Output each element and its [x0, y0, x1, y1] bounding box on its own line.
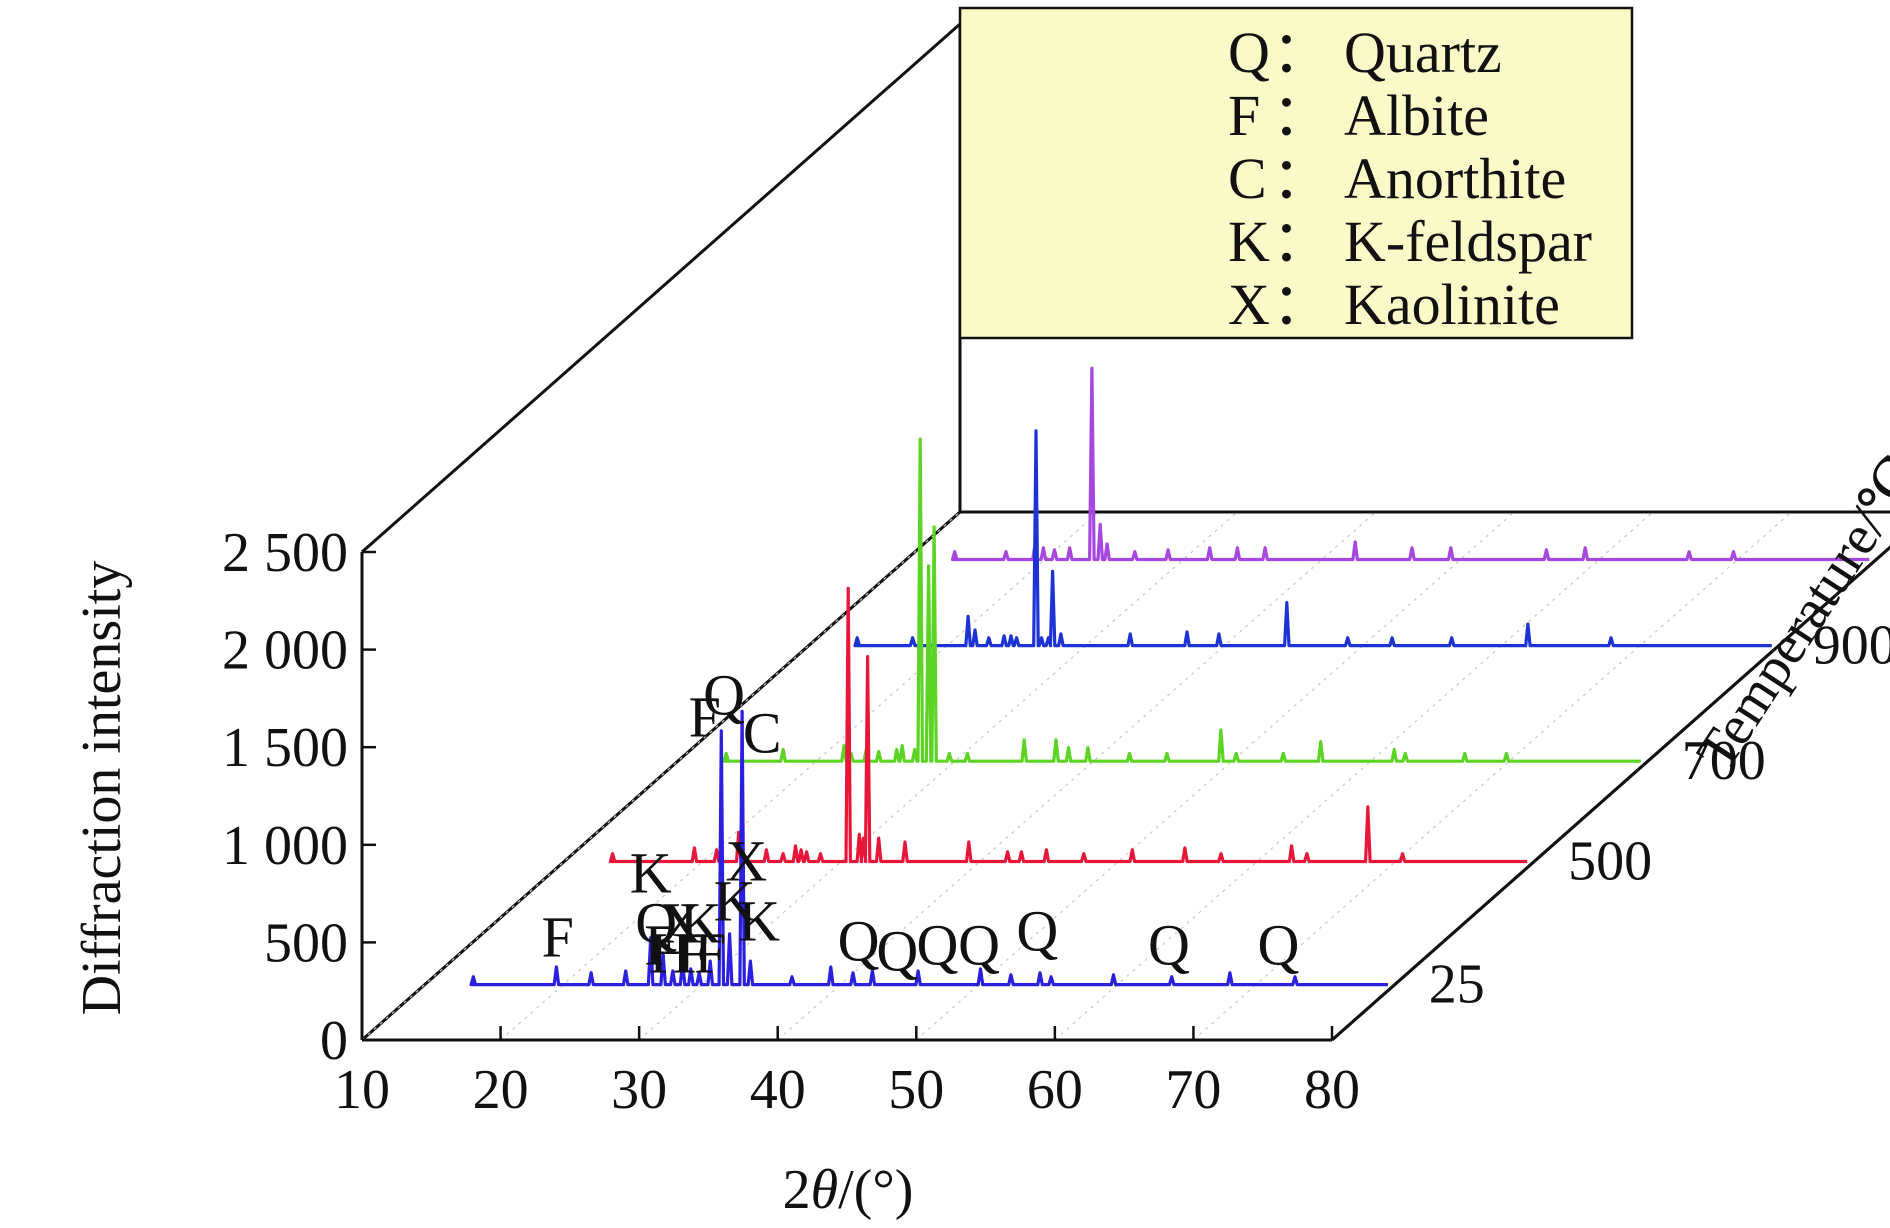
series-line — [950, 366, 1870, 562]
legend-key: K — [1228, 209, 1270, 274]
legend-separator: ： — [1272, 272, 1330, 337]
y-tick-label: 2 000 — [222, 620, 348, 682]
y-tick-label: 0 — [320, 1010, 348, 1072]
peak-label-X: X — [660, 891, 702, 956]
peak-label-F: F — [676, 921, 708, 986]
series-900: 900 — [853, 429, 1890, 677]
series-layer: 1 100 900 700 500 25 — [469, 366, 1890, 1016]
x-gridline — [915, 511, 1515, 1041]
peak-label-F: F — [694, 921, 726, 986]
axes: 10 20 30 40 50 60 70 80 0 500 1 000 1 500 2 000 2 500 — [222, 522, 1890, 1121]
peak-label-Q: Q — [1016, 899, 1058, 964]
temperature-label: 500 — [1568, 831, 1652, 893]
x-gridline — [361, 511, 961, 1041]
peak-label-X: X — [725, 829, 767, 894]
legend-separator: ： — [1272, 209, 1330, 274]
x-gridline — [1193, 511, 1792, 1041]
series-700: 700 — [722, 437, 1766, 792]
legend-key: F — [1228, 83, 1260, 148]
temperature-label: 900 — [1813, 615, 1890, 677]
peak-label-F: F — [689, 685, 721, 750]
x-tick-label: 30 — [611, 1059, 667, 1121]
peak-label-K: K — [738, 889, 780, 954]
series-line — [608, 586, 1528, 864]
x-gridline — [638, 511, 1238, 1041]
series-500: 500 — [608, 586, 1652, 893]
peak-label-H: H — [649, 921, 691, 986]
y-tick-label: 1 500 — [222, 717, 348, 779]
peak-label-Q: Q — [635, 891, 677, 956]
x-gridline — [1054, 511, 1654, 1041]
legend-separator: ： — [1272, 83, 1330, 148]
x-gridline — [500, 511, 1099, 1041]
back-top-left-edge — [361, 22, 961, 554]
x-gridline — [777, 511, 1377, 1041]
peak-label-Q: Q — [838, 909, 880, 974]
legend-box — [958, 6, 1634, 340]
peak-label-K: K — [714, 869, 756, 934]
legend-name: Quartz — [1344, 20, 1502, 85]
legend-key: C — [1228, 146, 1267, 211]
x-tick-label: 60 — [1027, 1059, 1083, 1121]
peak-label-F: F — [644, 913, 676, 978]
peak-label-Q: Q — [1257, 913, 1299, 978]
legend-name: Kaolinite — [1344, 272, 1560, 337]
peak-label-Q: Q — [876, 919, 918, 984]
y-tick-label: 2 500 — [222, 522, 348, 584]
legend-separator: ： — [1272, 146, 1330, 211]
temperature-label: 700 — [1682, 730, 1766, 792]
x-tick-label: 80 — [1304, 1059, 1360, 1121]
x-tick-label: 70 — [1165, 1059, 1221, 1121]
peak-label-Q: Q — [703, 663, 745, 728]
peak-label-Q: Q — [958, 913, 1000, 978]
series-line — [469, 709, 1388, 987]
legend-separator: ： — [1272, 20, 1330, 85]
legend-key: Q — [1228, 20, 1270, 85]
peak-label-C: C — [743, 701, 782, 766]
legend-name: Albite — [1344, 83, 1489, 148]
x-tick-label: 50 — [888, 1059, 944, 1121]
z-axis-title: Temperature/℃ — [1685, 445, 1890, 781]
x-tick-label: 40 — [750, 1059, 806, 1121]
y-tick-label: 500 — [264, 912, 348, 974]
series-25: 25 — [469, 709, 1485, 1016]
legend-name: Anorthite — [1344, 146, 1566, 211]
peak-label-F: F — [542, 905, 574, 970]
x-tick-label: 10 — [334, 1059, 390, 1121]
x-axis-title: 2θ/(°) — [783, 1159, 914, 1221]
y-tick-label: 1 000 — [222, 815, 348, 877]
peak-label-K: K — [680, 891, 722, 956]
peak-label-Q: Q — [917, 913, 959, 978]
series-line — [853, 429, 1772, 648]
z-axis-line — [1331, 545, 1890, 1042]
series-1100: 1 100 — [950, 366, 1870, 562]
legend-name: K-feldspar — [1344, 209, 1592, 274]
x-tick-label: 20 — [473, 1059, 529, 1121]
temperature-label: 25 — [1429, 954, 1485, 1016]
legend-key: X — [1228, 272, 1270, 337]
peak-label-K: K — [630, 841, 672, 906]
y-axis-title: Diffraction intensity — [71, 561, 133, 1016]
gridlines — [361, 511, 1890, 1041]
peak-label-Q: Q — [1148, 913, 1190, 978]
